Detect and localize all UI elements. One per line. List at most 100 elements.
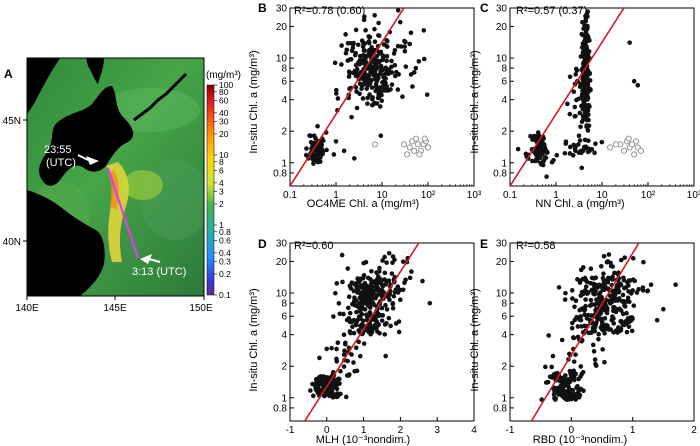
land-russia bbox=[27, 58, 60, 114]
data-point bbox=[567, 368, 573, 374]
data-point bbox=[362, 48, 368, 53]
data-point bbox=[369, 45, 374, 50]
x-tick-label: 10 bbox=[596, 190, 608, 201]
data-point bbox=[397, 297, 403, 302]
data-point bbox=[587, 148, 592, 154]
data-point bbox=[327, 393, 332, 399]
data-point bbox=[375, 87, 380, 93]
data-point bbox=[569, 325, 575, 331]
y-tick-label: 8 bbox=[281, 64, 287, 75]
data-point bbox=[357, 353, 363, 359]
lat-tick-label: 45N bbox=[3, 116, 21, 127]
data-point bbox=[374, 101, 380, 106]
data-point bbox=[383, 302, 388, 308]
data-point bbox=[602, 331, 607, 336]
data-point bbox=[613, 289, 618, 295]
data-point bbox=[340, 279, 345, 285]
data-point bbox=[565, 388, 571, 394]
scatter-points bbox=[303, 8, 432, 166]
data-point bbox=[353, 50, 358, 56]
data-point bbox=[621, 275, 626, 281]
data-point bbox=[581, 26, 586, 31]
data-point bbox=[317, 355, 322, 361]
panel-c-r2: R²=0.57 (0.37) bbox=[516, 5, 587, 17]
data-point bbox=[345, 40, 351, 46]
data-point bbox=[344, 47, 350, 53]
y-tick-label: 1 bbox=[501, 158, 507, 169]
data-point bbox=[624, 329, 630, 335]
y-tick-label: 4 bbox=[281, 95, 287, 106]
y-tick-label: 6 bbox=[281, 312, 287, 323]
data-point bbox=[402, 48, 408, 54]
data-point bbox=[386, 67, 392, 72]
data-point bbox=[345, 358, 350, 364]
track-start-time: 23:55 bbox=[44, 144, 72, 156]
data-point bbox=[621, 300, 627, 306]
panel-a-letter: A bbox=[4, 67, 13, 81]
data-point bbox=[354, 281, 359, 286]
data-point bbox=[355, 42, 361, 48]
panel-d-ylabel: In-situ Chl. a (mg/m³) bbox=[248, 288, 260, 391]
start-arrow-shaft bbox=[77, 154, 89, 161]
data-point bbox=[331, 314, 336, 319]
data-point bbox=[602, 327, 608, 332]
data-point bbox=[557, 378, 562, 384]
data-point bbox=[339, 252, 345, 258]
data-point bbox=[610, 274, 615, 280]
data-point bbox=[370, 96, 375, 102]
data-point bbox=[567, 74, 573, 80]
data-point bbox=[549, 364, 554, 370]
data-point bbox=[620, 311, 626, 317]
excluded-point bbox=[411, 147, 418, 154]
y-tick-label: 0.8 bbox=[273, 168, 287, 179]
colorbar-tick-label: 6 bbox=[219, 166, 224, 176]
data-point bbox=[559, 392, 564, 398]
plot-frame bbox=[289, 242, 475, 422]
data-point bbox=[630, 288, 635, 293]
data-point bbox=[409, 269, 414, 274]
colorbar-tick-label: 0.3 bbox=[219, 257, 231, 267]
data-point bbox=[357, 284, 363, 290]
data-point bbox=[356, 328, 361, 333]
data-point bbox=[341, 332, 347, 338]
data-point bbox=[597, 310, 603, 316]
data-point bbox=[407, 275, 413, 281]
data-point bbox=[626, 324, 632, 329]
fit-line bbox=[510, 8, 625, 186]
data-point bbox=[382, 254, 387, 260]
land-sakhalin bbox=[86, 58, 104, 84]
excluded-point bbox=[414, 141, 421, 148]
data-point bbox=[377, 104, 383, 109]
end-arrow-icon bbox=[140, 254, 152, 264]
data-point bbox=[594, 297, 599, 302]
data-point bbox=[347, 329, 353, 334]
data-point bbox=[584, 46, 589, 52]
data-point bbox=[578, 364, 584, 369]
data-point bbox=[346, 316, 352, 321]
data-point bbox=[361, 341, 367, 346]
colorbar-tick-label: 80 bbox=[219, 87, 229, 97]
y-tick-label: 30 bbox=[496, 239, 508, 250]
data-point bbox=[627, 40, 632, 45]
y-tick-label: 0.8 bbox=[273, 403, 287, 414]
data-point bbox=[386, 278, 392, 284]
panel-b-r2: R²=0.78 (0.60) bbox=[294, 5, 365, 17]
data-point bbox=[539, 162, 544, 167]
data-point bbox=[322, 382, 328, 388]
x-tick-label: 10² bbox=[421, 190, 436, 201]
data-point bbox=[307, 133, 312, 138]
data-point bbox=[389, 271, 395, 276]
x-tick-label: 10² bbox=[641, 190, 656, 201]
panel-c-letter: C bbox=[480, 1, 489, 15]
data-point bbox=[390, 301, 396, 306]
data-point bbox=[382, 72, 388, 77]
x-tick-label: 1 bbox=[630, 425, 636, 436]
excluded-point bbox=[413, 135, 420, 142]
data-point bbox=[363, 27, 368, 33]
data-point bbox=[580, 265, 586, 270]
data-point bbox=[581, 62, 587, 68]
data-point bbox=[578, 317, 584, 323]
colorbar-gradient bbox=[206, 84, 215, 296]
panel-c-xlabel: NN Chl. a (mg/m³) bbox=[535, 198, 624, 210]
